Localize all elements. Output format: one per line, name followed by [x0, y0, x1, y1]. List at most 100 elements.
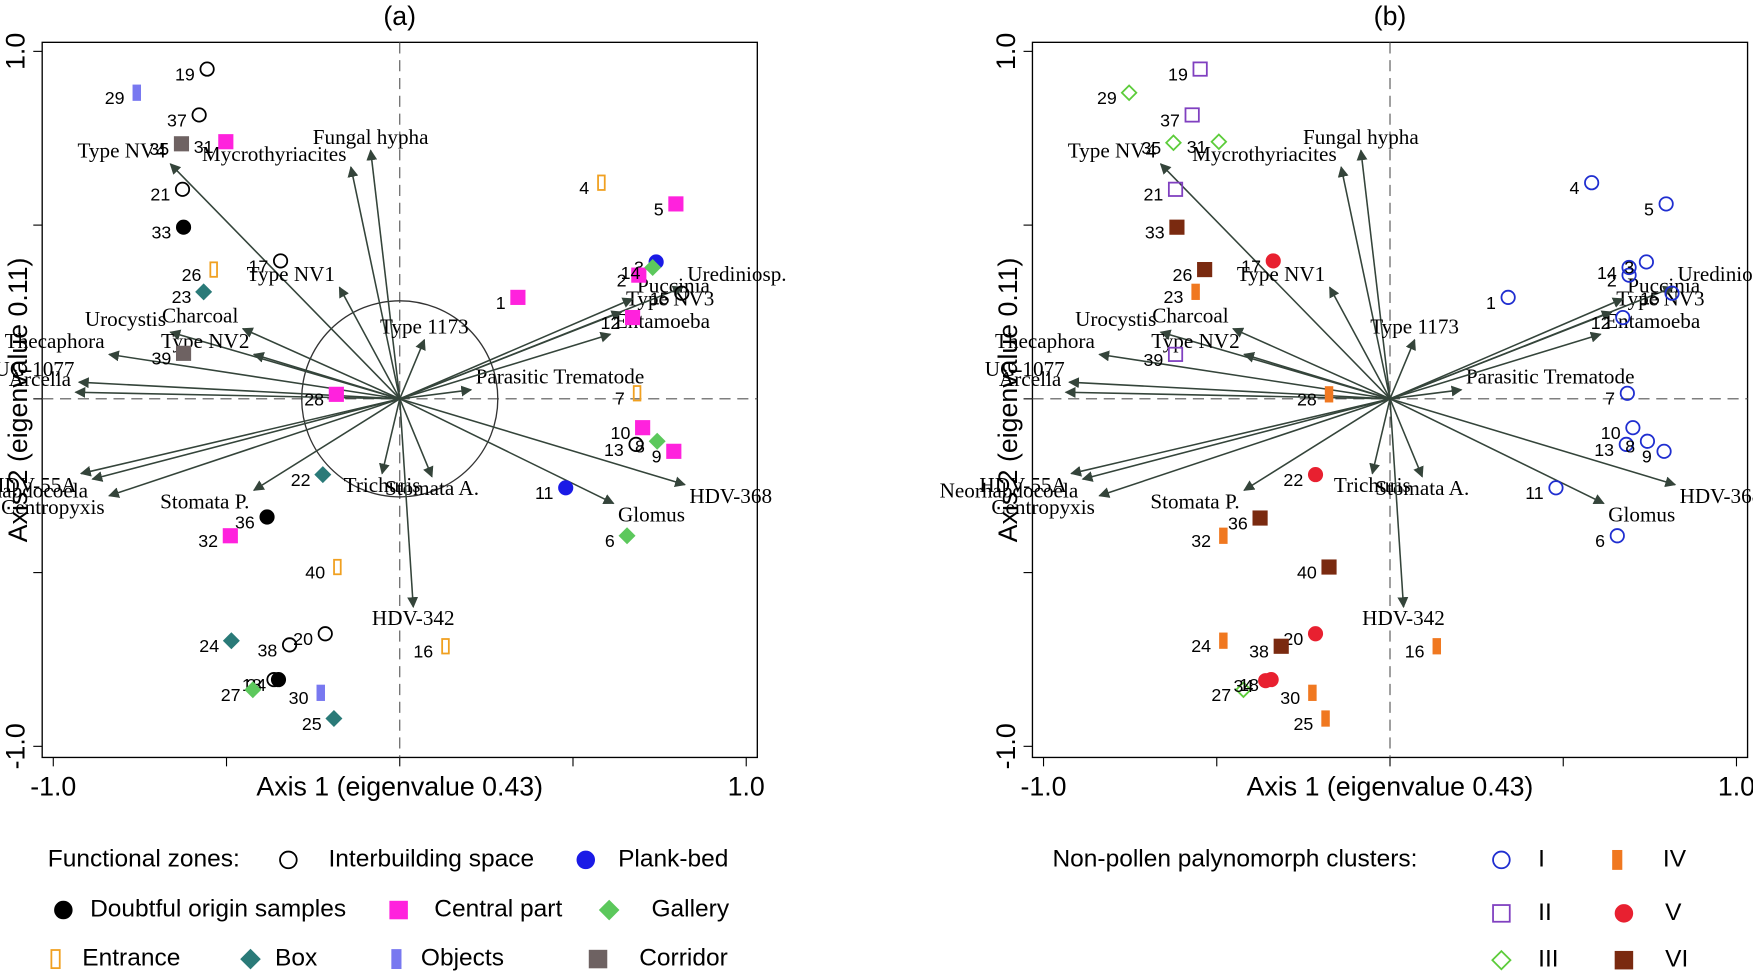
- point-label: 5: [654, 199, 664, 219]
- data-point: [244, 681, 262, 699]
- data-point: [316, 684, 325, 701]
- point-label: 40: [305, 562, 325, 582]
- legend-marker: [389, 900, 408, 920]
- point-label: 36: [1228, 513, 1248, 533]
- point-label: 24: [1191, 636, 1211, 656]
- variable-label: UG-1077: [985, 357, 1065, 381]
- data-point: [674, 285, 690, 301]
- point-label: 14: [1597, 263, 1617, 283]
- data-point: [281, 637, 298, 653]
- legend-marker: [1492, 850, 1511, 870]
- data-point: [1252, 510, 1268, 526]
- legend-marker: [279, 850, 298, 870]
- y-axis-label: Axis 2 (eigenvalue 0.11): [993, 258, 1023, 543]
- point-label: 13: [1594, 440, 1614, 460]
- variable-label: HDV-368: [1680, 484, 1753, 508]
- point-label: 17: [248, 256, 268, 276]
- loading-arrow: [347, 166, 401, 400]
- variable-label: HDV-342: [372, 606, 455, 630]
- point-label: 32: [198, 531, 218, 551]
- point-label: 4: [1569, 178, 1579, 198]
- data-point: [644, 258, 662, 276]
- legend-label: Interbuilding space: [328, 845, 534, 872]
- data-point: [1324, 386, 1334, 403]
- point-label: 21: [150, 185, 170, 205]
- variable-label: Type NV2: [161, 329, 249, 353]
- loading-arrow: [366, 149, 401, 399]
- point-label: 30: [289, 688, 309, 708]
- legend-marker: [1612, 849, 1623, 870]
- data-point: [325, 710, 343, 728]
- data-point: [1210, 133, 1228, 151]
- loading-arrow: [169, 163, 401, 400]
- data-point: [1548, 480, 1564, 496]
- data-point: [1432, 638, 1442, 655]
- data-point: [1167, 181, 1184, 197]
- loading-arrow: [1389, 385, 1463, 400]
- data-point: [1584, 175, 1600, 191]
- variable-label: Urocystis: [1075, 307, 1156, 331]
- variable-label: Fungal hypha: [313, 125, 429, 149]
- variable-label: Stomata P.: [160, 489, 249, 513]
- variable-label: Charcoal: [1152, 303, 1228, 327]
- loading-arrow: [1389, 398, 1605, 505]
- data-point: [175, 345, 192, 361]
- point-label: 19: [175, 64, 195, 84]
- variable-label: Thecaphora: [5, 329, 105, 353]
- data-point: [1308, 684, 1317, 701]
- point-label: 40: [1297, 562, 1317, 582]
- variable-label: Stomata A.: [385, 476, 479, 500]
- point-label: 14: [621, 263, 641, 283]
- loading-arrow: [1389, 338, 1416, 400]
- loading-arrow: [79, 398, 400, 477]
- point-label: 9: [652, 447, 662, 467]
- data-point: [1191, 283, 1200, 300]
- point-label: 25: [1293, 714, 1313, 734]
- data-point: [441, 638, 450, 655]
- point-label: 2: [1607, 271, 1617, 291]
- point-label: 19: [1168, 64, 1188, 84]
- variable-label: Type NV2: [1151, 329, 1239, 353]
- data-point: [1307, 467, 1324, 483]
- point-label: 33: [151, 223, 171, 243]
- data-point: [222, 528, 238, 544]
- legend-label: Box: [275, 945, 317, 972]
- data-point: [1618, 436, 1634, 452]
- data-point: [317, 626, 333, 642]
- variable-label: Trichuris: [1334, 473, 1411, 497]
- point-label: 6: [1595, 531, 1605, 551]
- point-label: 25: [302, 714, 322, 734]
- loading-arrow: [241, 327, 401, 400]
- data-point: [272, 253, 289, 269]
- y-tick-label: 1.0: [1, 33, 31, 70]
- loading-arrow: [1389, 285, 1675, 400]
- variable-label: Type 1173: [380, 314, 469, 338]
- variable-label: Type NV1: [1237, 262, 1325, 286]
- data-point: [1321, 559, 1337, 575]
- loading-arrow: [1243, 398, 1391, 491]
- variable-label: Type NV4: [78, 139, 167, 163]
- data-point: [666, 443, 682, 459]
- data-point: [1615, 309, 1631, 326]
- x-tick-label: -1.0: [1021, 772, 1067, 802]
- legend-label: VI: [1665, 946, 1688, 973]
- loading-arrow: [1098, 350, 1391, 400]
- data-point: [648, 432, 666, 450]
- variable-label: Urediniosp.: [1678, 262, 1753, 286]
- variable-label: Urocystis: [85, 307, 166, 331]
- point-label: 9: [1642, 447, 1652, 467]
- loading-arrow: [1068, 377, 1391, 400]
- loading-arrow: [399, 338, 426, 400]
- loading-arrow: [91, 398, 400, 482]
- point-label: 31: [194, 137, 214, 157]
- legend-label: Plank-bed: [618, 845, 728, 872]
- point-label: 30: [1280, 688, 1300, 708]
- data-point: [1621, 259, 1637, 276]
- point-label: 39: [1143, 350, 1163, 370]
- legend-label: III: [1538, 946, 1558, 973]
- variable-label: Stomata P.: [1150, 489, 1239, 513]
- point-label: 15: [650, 289, 670, 309]
- loading-arrow: [1337, 166, 1391, 400]
- loading-arrow: [1329, 286, 1391, 400]
- legend-marker: [1491, 949, 1512, 971]
